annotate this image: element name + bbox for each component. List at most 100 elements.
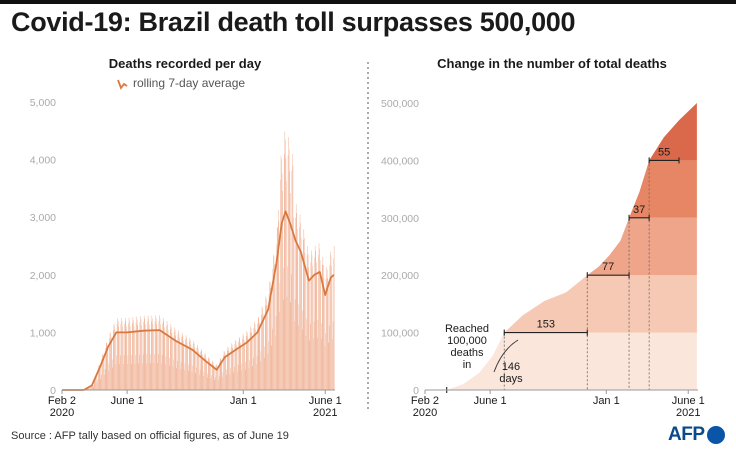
daily-bar — [155, 318, 157, 390]
daily-bar — [316, 262, 317, 390]
daily-bar — [325, 278, 327, 390]
daily-bar — [240, 346, 242, 390]
daily-bar — [281, 173, 283, 390]
daily-bar — [301, 253, 302, 390]
daily-bar — [99, 366, 101, 390]
daily-bar — [181, 332, 183, 390]
daily-bar — [262, 308, 263, 390]
daily-bar — [218, 375, 220, 390]
daily-bar — [124, 318, 126, 390]
daily-bar — [149, 363, 151, 390]
daily-bar — [120, 323, 122, 390]
daily-bar — [130, 363, 132, 390]
daily-bar — [276, 226, 278, 390]
daily-bar — [217, 368, 219, 390]
daily-bar — [332, 321, 334, 390]
daily-bar — [158, 354, 159, 390]
daily-bar — [256, 355, 258, 390]
daily-bar — [123, 364, 124, 390]
daily-bar — [319, 260, 321, 390]
daily-bar — [179, 338, 180, 390]
daily-bar — [324, 290, 325, 390]
daily-bar — [177, 360, 178, 390]
daily-bar — [328, 342, 330, 390]
daily-bar — [142, 354, 144, 390]
daily-bar — [160, 324, 161, 390]
daily-bar — [88, 387, 90, 390]
daily-bar — [159, 318, 161, 390]
daily-bar — [171, 332, 173, 390]
daily-bar — [171, 327, 172, 390]
daily-bar — [243, 335, 244, 390]
daily-bar — [299, 227, 300, 390]
daily-bar — [216, 364, 217, 390]
daily-bar — [194, 351, 196, 390]
daily-bar — [243, 339, 245, 390]
daily-bar — [101, 358, 103, 390]
daily-bar — [122, 332, 124, 390]
total-deaths-chart: Change in the number of total deaths 0 100… — [381, 56, 705, 419]
daily-bar — [313, 338, 314, 390]
y-tick-label: 500,000 — [381, 98, 419, 110]
daily-bar — [274, 264, 275, 390]
daily-bar — [284, 131, 286, 391]
interval-label: 37 — [633, 204, 645, 216]
daily-bar — [278, 209, 279, 390]
daily-bar — [254, 321, 255, 390]
daily-bar — [153, 330, 154, 390]
daily-bar — [324, 346, 326, 390]
rolling-line-icon — [117, 79, 128, 90]
x-tick-year: 2021 — [313, 407, 337, 419]
daily-bar — [215, 365, 217, 390]
daily-bar — [161, 363, 162, 390]
daily-bar — [141, 330, 143, 390]
daily-bar — [312, 265, 313, 390]
annotation-pointer — [493, 339, 519, 373]
daily-bar — [121, 320, 123, 390]
daily-bar — [185, 339, 186, 390]
daily-bar — [326, 266, 327, 390]
daily-bar — [269, 282, 271, 390]
daily-bar — [251, 337, 253, 390]
daily-bar — [299, 214, 301, 390]
daily-bar — [219, 358, 221, 390]
daily-bar — [117, 318, 118, 390]
daily-bar — [95, 375, 97, 390]
daily-bar — [113, 324, 115, 390]
daily-bar — [246, 330, 248, 390]
daily-bar — [107, 345, 108, 390]
daily-bar — [203, 376, 204, 390]
daily-bar — [159, 315, 160, 390]
daily-bar — [227, 346, 229, 390]
daily-bar — [126, 326, 127, 390]
daily-bar — [321, 264, 323, 390]
daily-bar — [133, 325, 135, 390]
daily-bar — [116, 355, 117, 390]
daily-bar — [251, 332, 252, 390]
daily-bar — [101, 374, 102, 390]
daily-bar — [263, 319, 264, 390]
daily-bar — [88, 387, 89, 390]
total-chart-title: Change in the number of total deaths — [437, 56, 667, 71]
daily-bar — [89, 388, 90, 390]
daily-bar — [288, 149, 290, 390]
afp-logo-text: AFP — [668, 424, 705, 445]
daily-bar — [231, 343, 232, 390]
daily-bar — [193, 343, 195, 390]
daily-bar — [90, 385, 91, 390]
daily-bar — [212, 360, 213, 390]
daily-bar — [294, 321, 295, 390]
daily-bar — [186, 342, 188, 390]
daily-bar — [307, 246, 308, 390]
daily-bar — [321, 323, 322, 390]
daily-bar — [225, 356, 226, 390]
daily-bar — [285, 139, 286, 390]
daily-deaths-chart: Deaths recorded per day rolling 7-day ave… — [30, 56, 342, 419]
daily-bar — [134, 363, 136, 390]
daily-bar — [310, 262, 312, 390]
daily-bar — [211, 375, 212, 390]
daily-bar — [100, 379, 102, 390]
daily-bar — [136, 316, 137, 390]
daily-bar — [96, 382, 98, 390]
daily-bar — [128, 317, 130, 390]
